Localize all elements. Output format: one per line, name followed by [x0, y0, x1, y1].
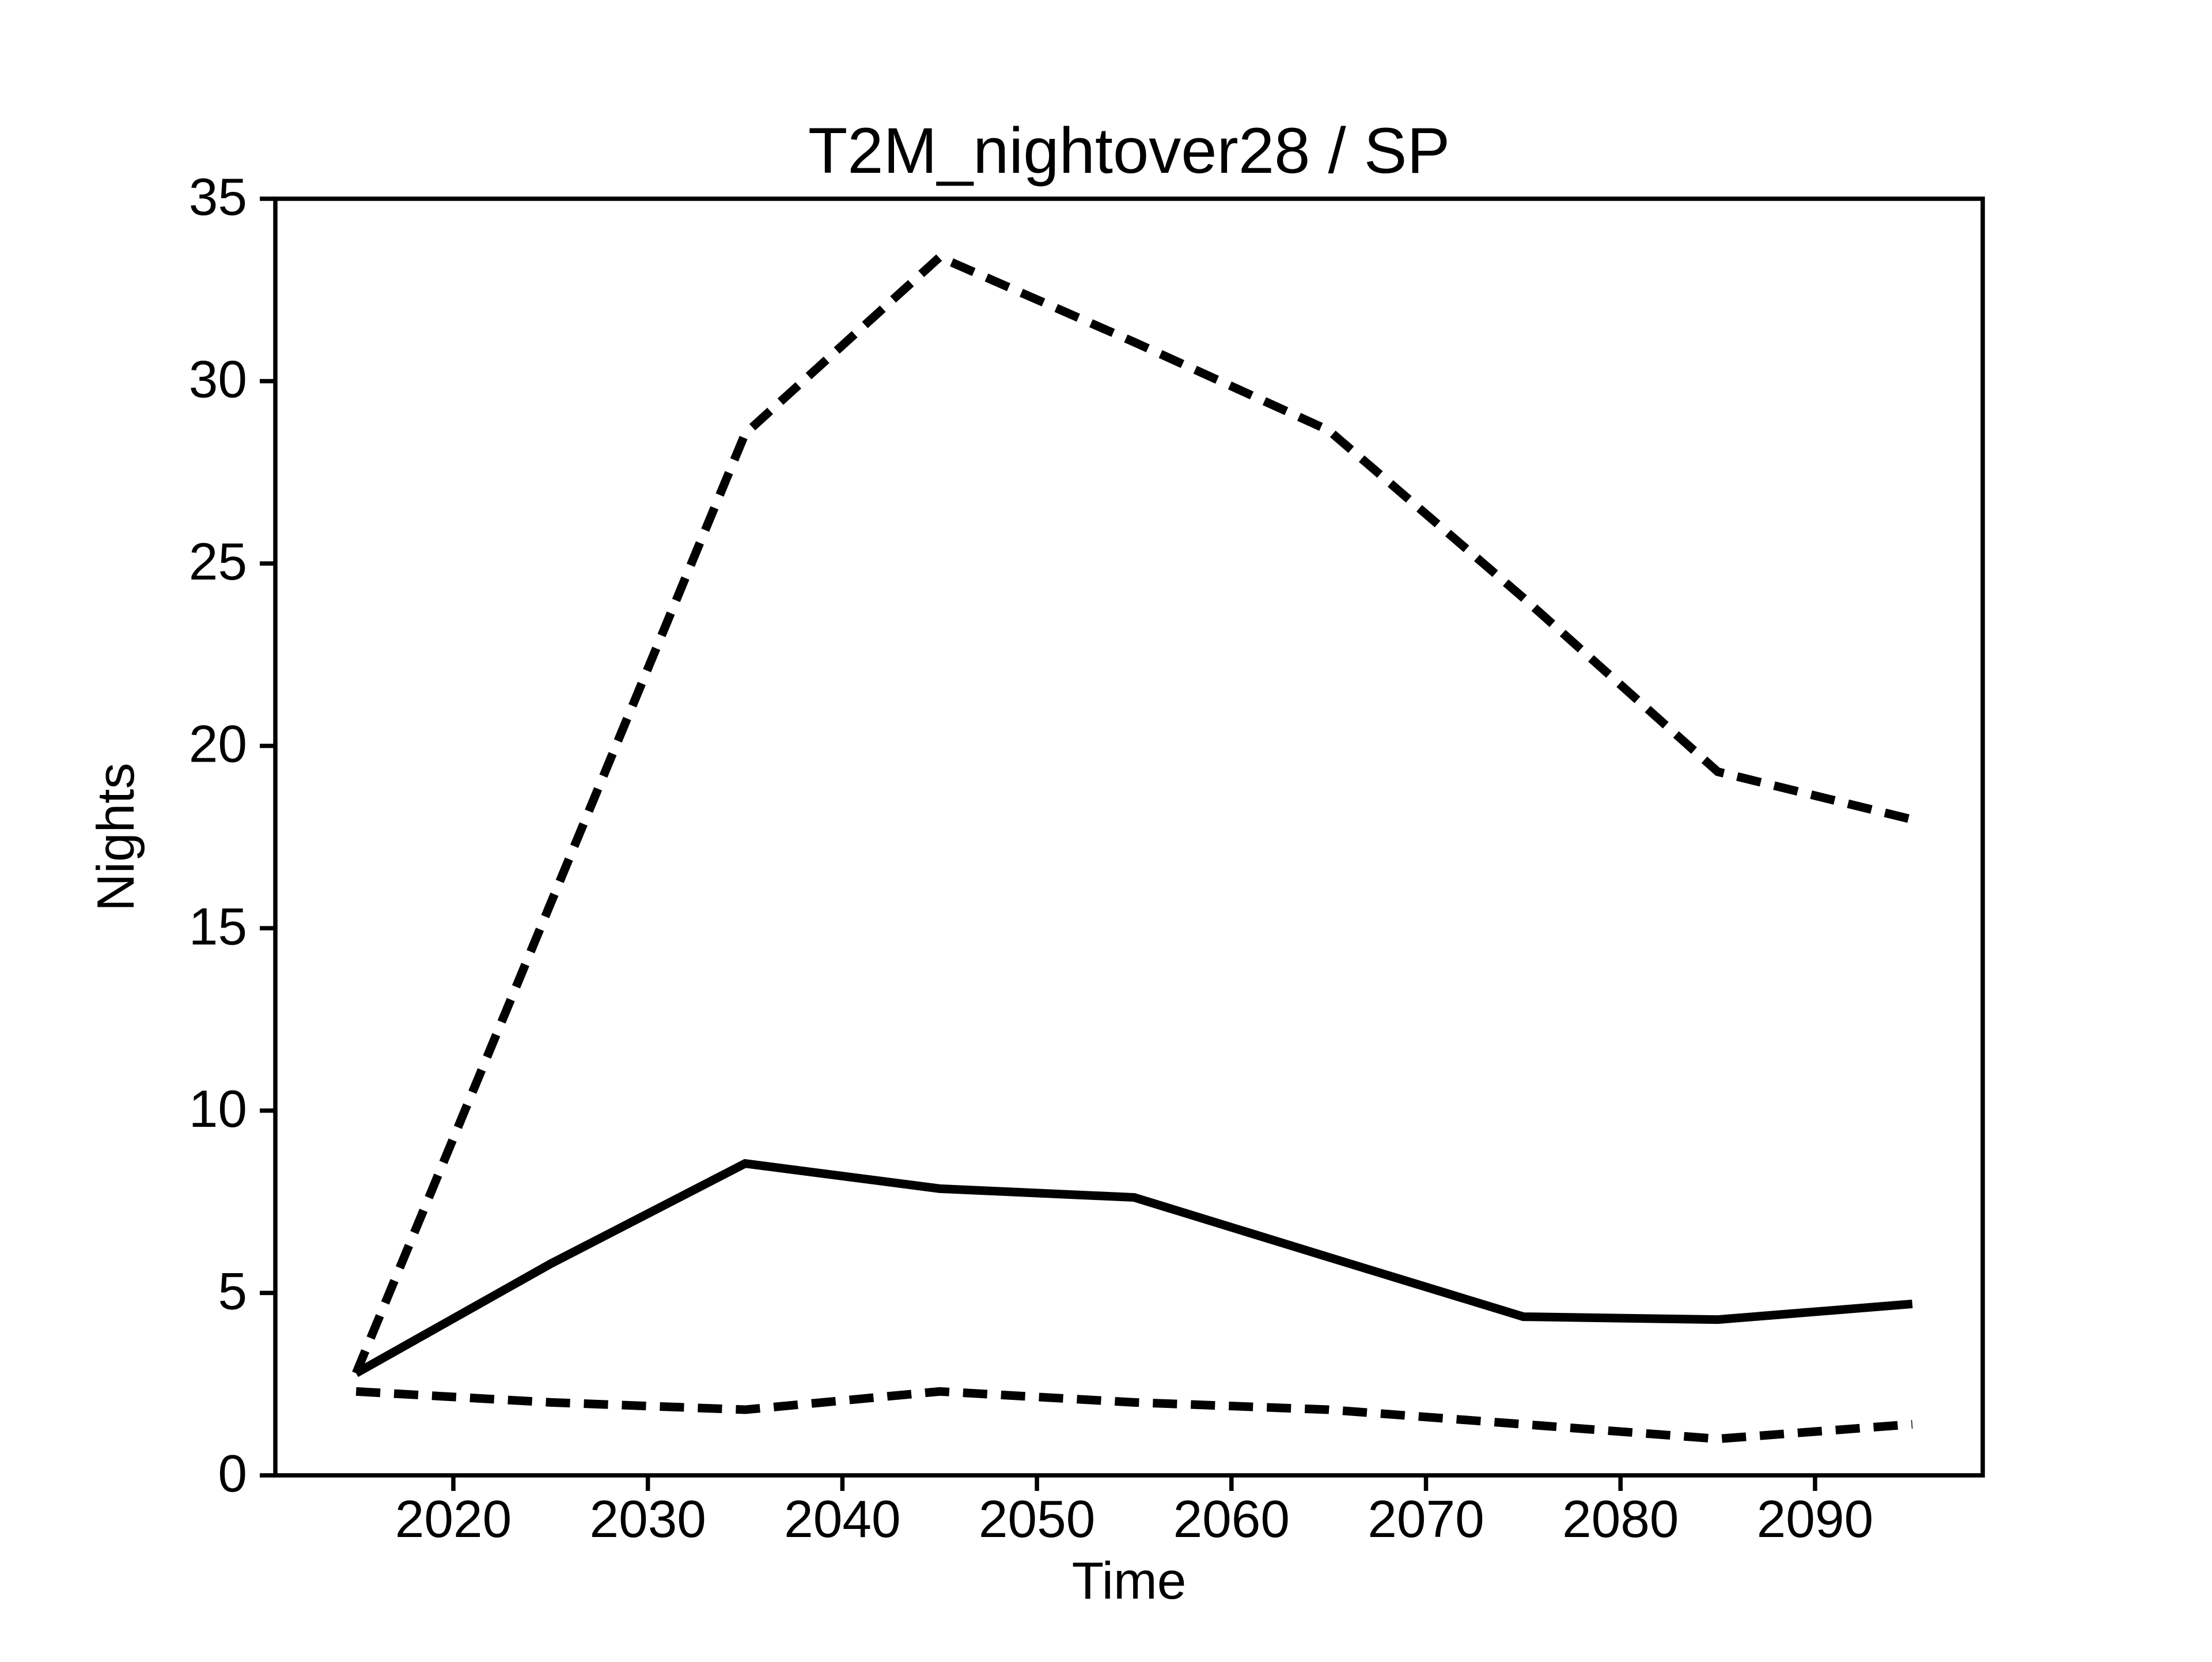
- svg-text:30: 30: [189, 351, 247, 409]
- svg-text:5: 5: [218, 1262, 247, 1320]
- svg-text:T2M_nightover28 / SP: T2M_nightover28 / SP: [808, 115, 1450, 187]
- svg-text:2020: 2020: [395, 1490, 512, 1549]
- svg-text:Time: Time: [1072, 1552, 1187, 1610]
- svg-text:0: 0: [218, 1445, 247, 1503]
- svg-text:2090: 2090: [1757, 1490, 1873, 1549]
- svg-text:2040: 2040: [784, 1490, 900, 1549]
- svg-text:25: 25: [189, 533, 247, 591]
- svg-text:Nights: Nights: [87, 763, 145, 911]
- svg-text:35: 35: [189, 168, 247, 226]
- svg-text:2030: 2030: [589, 1490, 706, 1549]
- svg-text:2070: 2070: [1368, 1490, 1484, 1549]
- svg-text:2080: 2080: [1562, 1490, 1679, 1549]
- svg-text:20: 20: [189, 715, 247, 774]
- svg-text:10: 10: [189, 1080, 247, 1138]
- svg-text:15: 15: [189, 898, 247, 956]
- svg-text:2060: 2060: [1173, 1490, 1290, 1549]
- svg-text:2050: 2050: [979, 1490, 1095, 1549]
